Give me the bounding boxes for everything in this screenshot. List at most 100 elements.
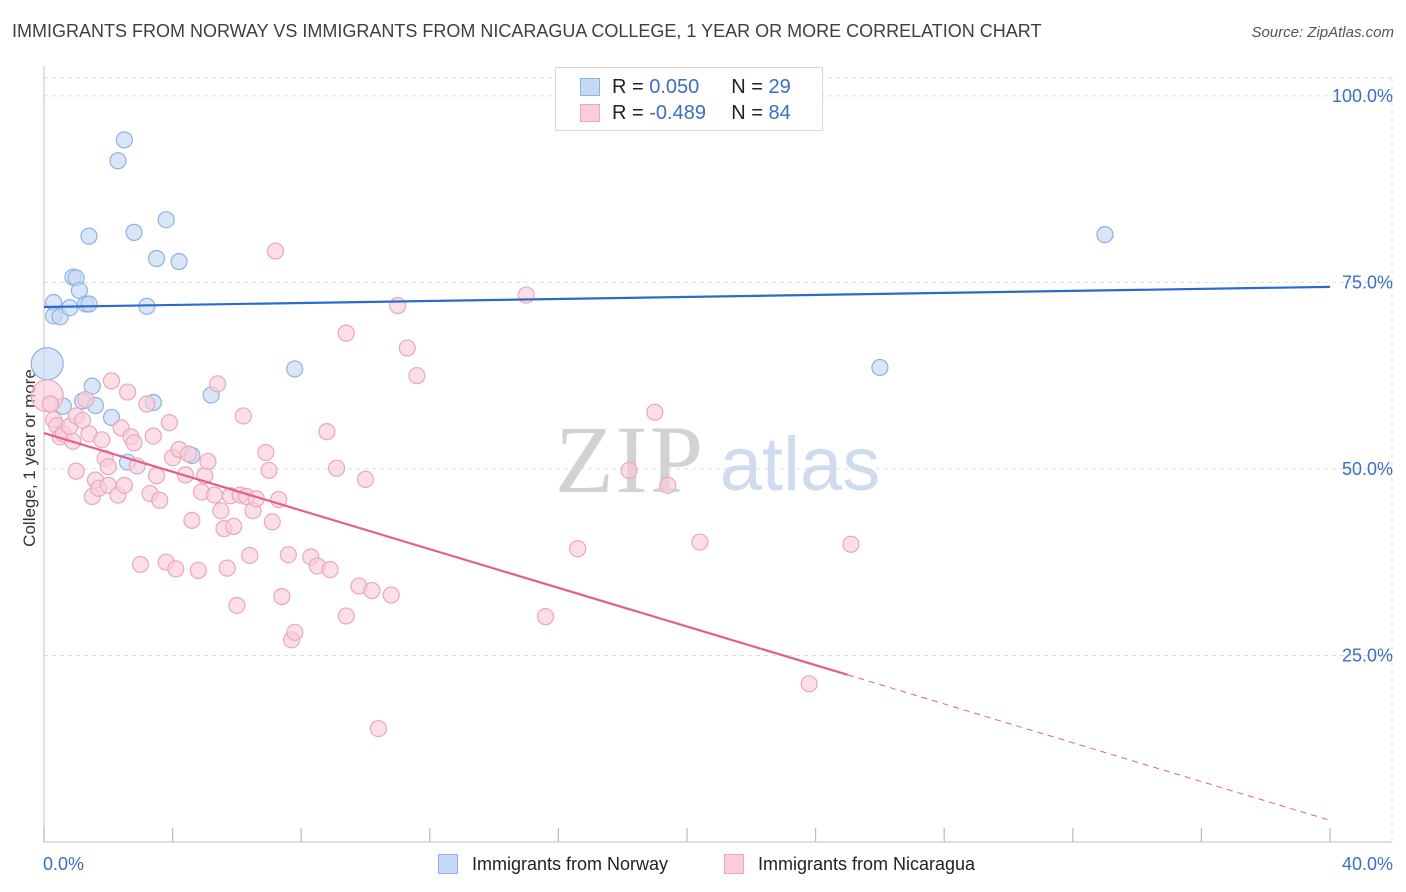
nicaragua-point <box>691 533 709 551</box>
nicaragua-legend-swatch-icon <box>724 854 744 874</box>
nicaragua-point <box>408 367 426 385</box>
nicaragua-point <box>41 395 60 413</box>
nicaragua-point <box>356 470 375 488</box>
nicaragua-r-label: R = <box>612 101 644 124</box>
nicaragua-swatch-icon <box>580 104 600 122</box>
nicaragua-point <box>225 517 243 535</box>
nicaragua-point <box>151 491 169 509</box>
norway-r-label: R = <box>612 75 644 98</box>
nicaragua-point <box>337 607 355 625</box>
x-tick-label: 40.0% <box>1342 854 1393 874</box>
nicaragua-point <box>273 587 291 606</box>
nicaragua-point <box>800 675 818 693</box>
nicaragua-point <box>646 403 664 421</box>
nicaragua-point <box>389 296 407 315</box>
norway-point <box>170 252 188 271</box>
nicaragua-point <box>286 623 304 641</box>
nicaragua-n-label: N = <box>731 101 763 124</box>
norway-point <box>115 131 133 149</box>
norway-trend-line <box>43 285 1331 309</box>
nicaragua-point <box>118 383 137 401</box>
nicaragua-point <box>517 286 535 304</box>
nicaragua-point <box>241 546 259 565</box>
watermark-atlas: atlas <box>720 422 881 507</box>
nicaragua-point <box>842 535 860 553</box>
norway-point <box>1096 226 1114 244</box>
nicaragua-trend-line <box>847 674 1331 821</box>
nicaragua-point <box>67 462 85 480</box>
nicaragua-trend-line <box>43 432 849 676</box>
source-label: Source: ZipAtlas.com <box>1251 24 1394 41</box>
nicaragua-point <box>147 467 166 485</box>
norway-point <box>871 358 889 377</box>
nicaragua-point <box>167 560 185 578</box>
nicaragua-point <box>228 596 246 615</box>
nicaragua-point <box>536 608 555 626</box>
norway-n-value: 29 <box>768 75 791 98</box>
norway-point <box>147 249 166 268</box>
nicaragua-point <box>218 559 236 577</box>
nicaragua-point <box>321 561 339 579</box>
norway-point <box>286 360 304 378</box>
nicaragua-point <box>102 372 121 390</box>
norway-swatch-icon <box>580 78 600 96</box>
nicaragua-point <box>318 423 336 441</box>
nicaragua-point <box>125 434 143 452</box>
chart-title: IMMIGRANTS FROM NORWAY VS IMMIGRANTS FRO… <box>12 21 1042 41</box>
nicaragua-point <box>189 561 207 580</box>
legend-row-nicaragua: R = -0.489 N = 84 <box>580 100 791 126</box>
norway-point <box>125 223 143 241</box>
norway-point <box>80 295 98 313</box>
legend-row-norway: R = 0.050 N = 29 <box>580 74 791 100</box>
nicaragua-point <box>266 242 285 260</box>
nicaragua-point <box>569 540 587 558</box>
norway-n-label: N = <box>731 75 763 98</box>
bottom-legend-nicaragua: Immigrants from Nicaragua <box>724 852 975 876</box>
nicaragua-point <box>160 414 178 432</box>
norway-point <box>80 227 98 245</box>
norway-point <box>109 152 127 170</box>
y-tick-label: 50.0% <box>1342 459 1393 479</box>
nicaragua-point <box>382 586 400 604</box>
y-tick-label: 75.0% <box>1342 272 1393 292</box>
nicaragua-r-value: -0.489 <box>649 101 706 124</box>
bottom-legend-norway: Immigrants from Norway <box>438 852 668 876</box>
nicaragua-point <box>93 431 111 449</box>
nicaragua-point <box>260 461 278 480</box>
nicaragua-point <box>115 476 133 494</box>
nicaragua-point <box>398 339 416 357</box>
norway-point <box>157 211 175 229</box>
nicaragua-point <box>209 375 227 393</box>
nicaragua-n-value: 84 <box>768 101 791 124</box>
norway-legend-label: Immigrants from Norway <box>472 853 669 874</box>
nicaragua-point <box>205 486 223 504</box>
nicaragua-point <box>138 395 156 413</box>
nicaragua-point <box>620 461 638 480</box>
correlation-legend: R = 0.050 N = 29 R = -0.489 N = 84 <box>555 67 823 131</box>
nicaragua-point <box>144 427 162 445</box>
y-tick-label: 25.0% <box>1342 645 1393 665</box>
nicaragua-legend-label: Immigrants from Nicaragua <box>758 853 976 874</box>
norway-r-value: 0.050 <box>649 75 700 98</box>
nicaragua-point <box>77 390 95 409</box>
nicaragua-point <box>180 445 198 463</box>
norway-point <box>30 347 64 381</box>
nicaragua-point <box>212 502 230 520</box>
norway-legend-swatch-icon <box>438 854 458 874</box>
nicaragua-point <box>327 459 346 477</box>
nicaragua-point <box>234 407 252 425</box>
nicaragua-point <box>99 458 117 476</box>
watermark-zip: ZIP <box>555 406 705 513</box>
nicaragua-point <box>659 476 677 494</box>
nicaragua-point <box>279 546 297 564</box>
nicaragua-point <box>183 511 201 530</box>
nicaragua-point <box>369 719 387 738</box>
nicaragua-point <box>363 581 381 600</box>
x-tick-label: 0.0% <box>43 854 84 874</box>
nicaragua-point <box>131 555 150 574</box>
nicaragua-point <box>199 452 217 471</box>
nicaragua-point <box>263 513 281 531</box>
y-tick-label: 100.0% <box>1332 86 1393 106</box>
nicaragua-point <box>257 443 275 462</box>
